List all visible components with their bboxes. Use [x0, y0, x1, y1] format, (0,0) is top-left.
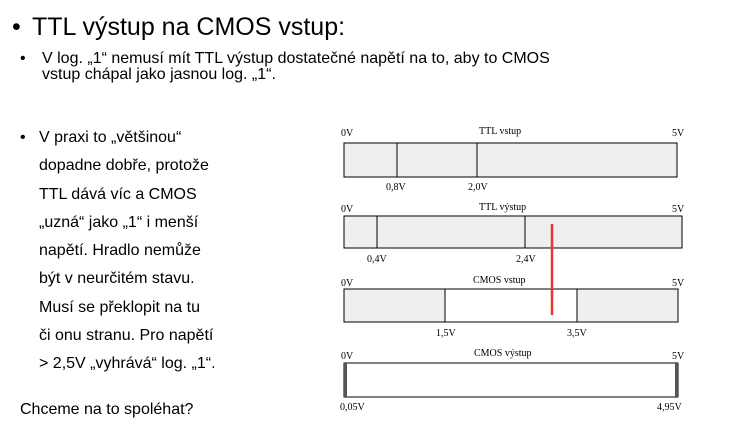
bullet-1-line-2: vstup chápal jako jasnou log. „1“.: [42, 66, 276, 83]
bar-box: [343, 142, 678, 178]
bar-title: CMOS výstup: [474, 348, 532, 359]
right-label: 5V: [672, 204, 685, 215]
tick-label: 3,5V: [567, 328, 588, 339]
bullet-item-2: • V praxi to „většinou“ dopadne dobře, p…: [20, 124, 260, 379]
bar-box: [343, 362, 679, 398]
ttl-output-bar: 0V 5V TTL výstup 0,4V 2,4V: [341, 202, 685, 265]
low-zone: [344, 363, 347, 397]
right-label: 5V: [672, 128, 685, 139]
bullet-1-line-1: V log. „1“ nemusí mít TTL výstup dostate…: [42, 50, 550, 67]
tick-label: 0,4V: [367, 254, 388, 265]
bullet-2-text: V praxi to „většinou“ dopadne dobře, pro…: [39, 124, 260, 379]
cmos-input-bar: 0V 5V CMOS vstup 1,5V 3,5V: [341, 275, 685, 339]
undefined-zone: [444, 288, 578, 323]
bullet-2-line: Musí se překlopit na tu: [39, 298, 200, 316]
bullet-item-1: • V log. „1“ nemusí mít TTL výstup dosta…: [20, 51, 660, 83]
question-text: Chceme na to spoléhat?: [20, 401, 194, 418]
tick-label: 4,95V: [657, 402, 683, 413]
bullet-2-line: či onu stranu. Pro napětí: [39, 327, 214, 345]
bullet-2-line: TTL dává víc a CMOS: [39, 185, 197, 203]
tick-label: 2,4V: [516, 254, 537, 265]
bullet-2-line: > 2,5V „vyhrává“ log. „1“.: [39, 355, 216, 373]
bullet-2-line: napětí. Hradlo nemůže: [39, 242, 201, 260]
cmos-output-bar: 0V 5V CMOS výstup 0,05V 4,95V: [340, 348, 685, 413]
title-text: TTL výstup na CMOS vstup:: [32, 13, 346, 41]
tick-label: 0,05V: [340, 402, 366, 413]
slide-title: • TTL výstup na CMOS vstup:: [12, 12, 345, 42]
left-label: 0V: [341, 204, 354, 215]
bar-title: TTL vstup: [479, 126, 521, 137]
bullet-icon: •: [20, 50, 26, 67]
bullet-2-line: být v neurčitém stavu.: [39, 270, 195, 288]
bullet-2-line: dopadne dobře, protože: [39, 157, 209, 175]
left-label: 0V: [341, 128, 354, 139]
bullet-1-text: V log. „1“ nemusí mít TTL výstup dostate…: [42, 51, 660, 83]
bullet-icon: •: [20, 129, 26, 146]
bar-box: [343, 215, 683, 249]
bullet-2-line: „uzná“ jako „1“ i menší: [39, 213, 199, 231]
tick-label: 0,8V: [386, 182, 407, 193]
left-label: 0V: [341, 278, 354, 289]
high-zone: [675, 363, 678, 397]
bullet-icon: •: [12, 13, 21, 41]
tick-label: 1,5V: [436, 328, 457, 339]
tick-label: 2,0V: [468, 182, 489, 193]
right-label: 5V: [672, 351, 685, 362]
left-label: 0V: [341, 351, 354, 362]
ttl-input-bar: 0V 5V TTL vstup 0,8V 2,0V: [341, 126, 685, 193]
bar-title: CMOS vstup: [473, 275, 526, 286]
bullet-2-line: V praxi to „většinou“: [39, 129, 182, 146]
bar-title: TTL výstup: [479, 202, 526, 213]
right-label: 5V: [672, 278, 685, 289]
